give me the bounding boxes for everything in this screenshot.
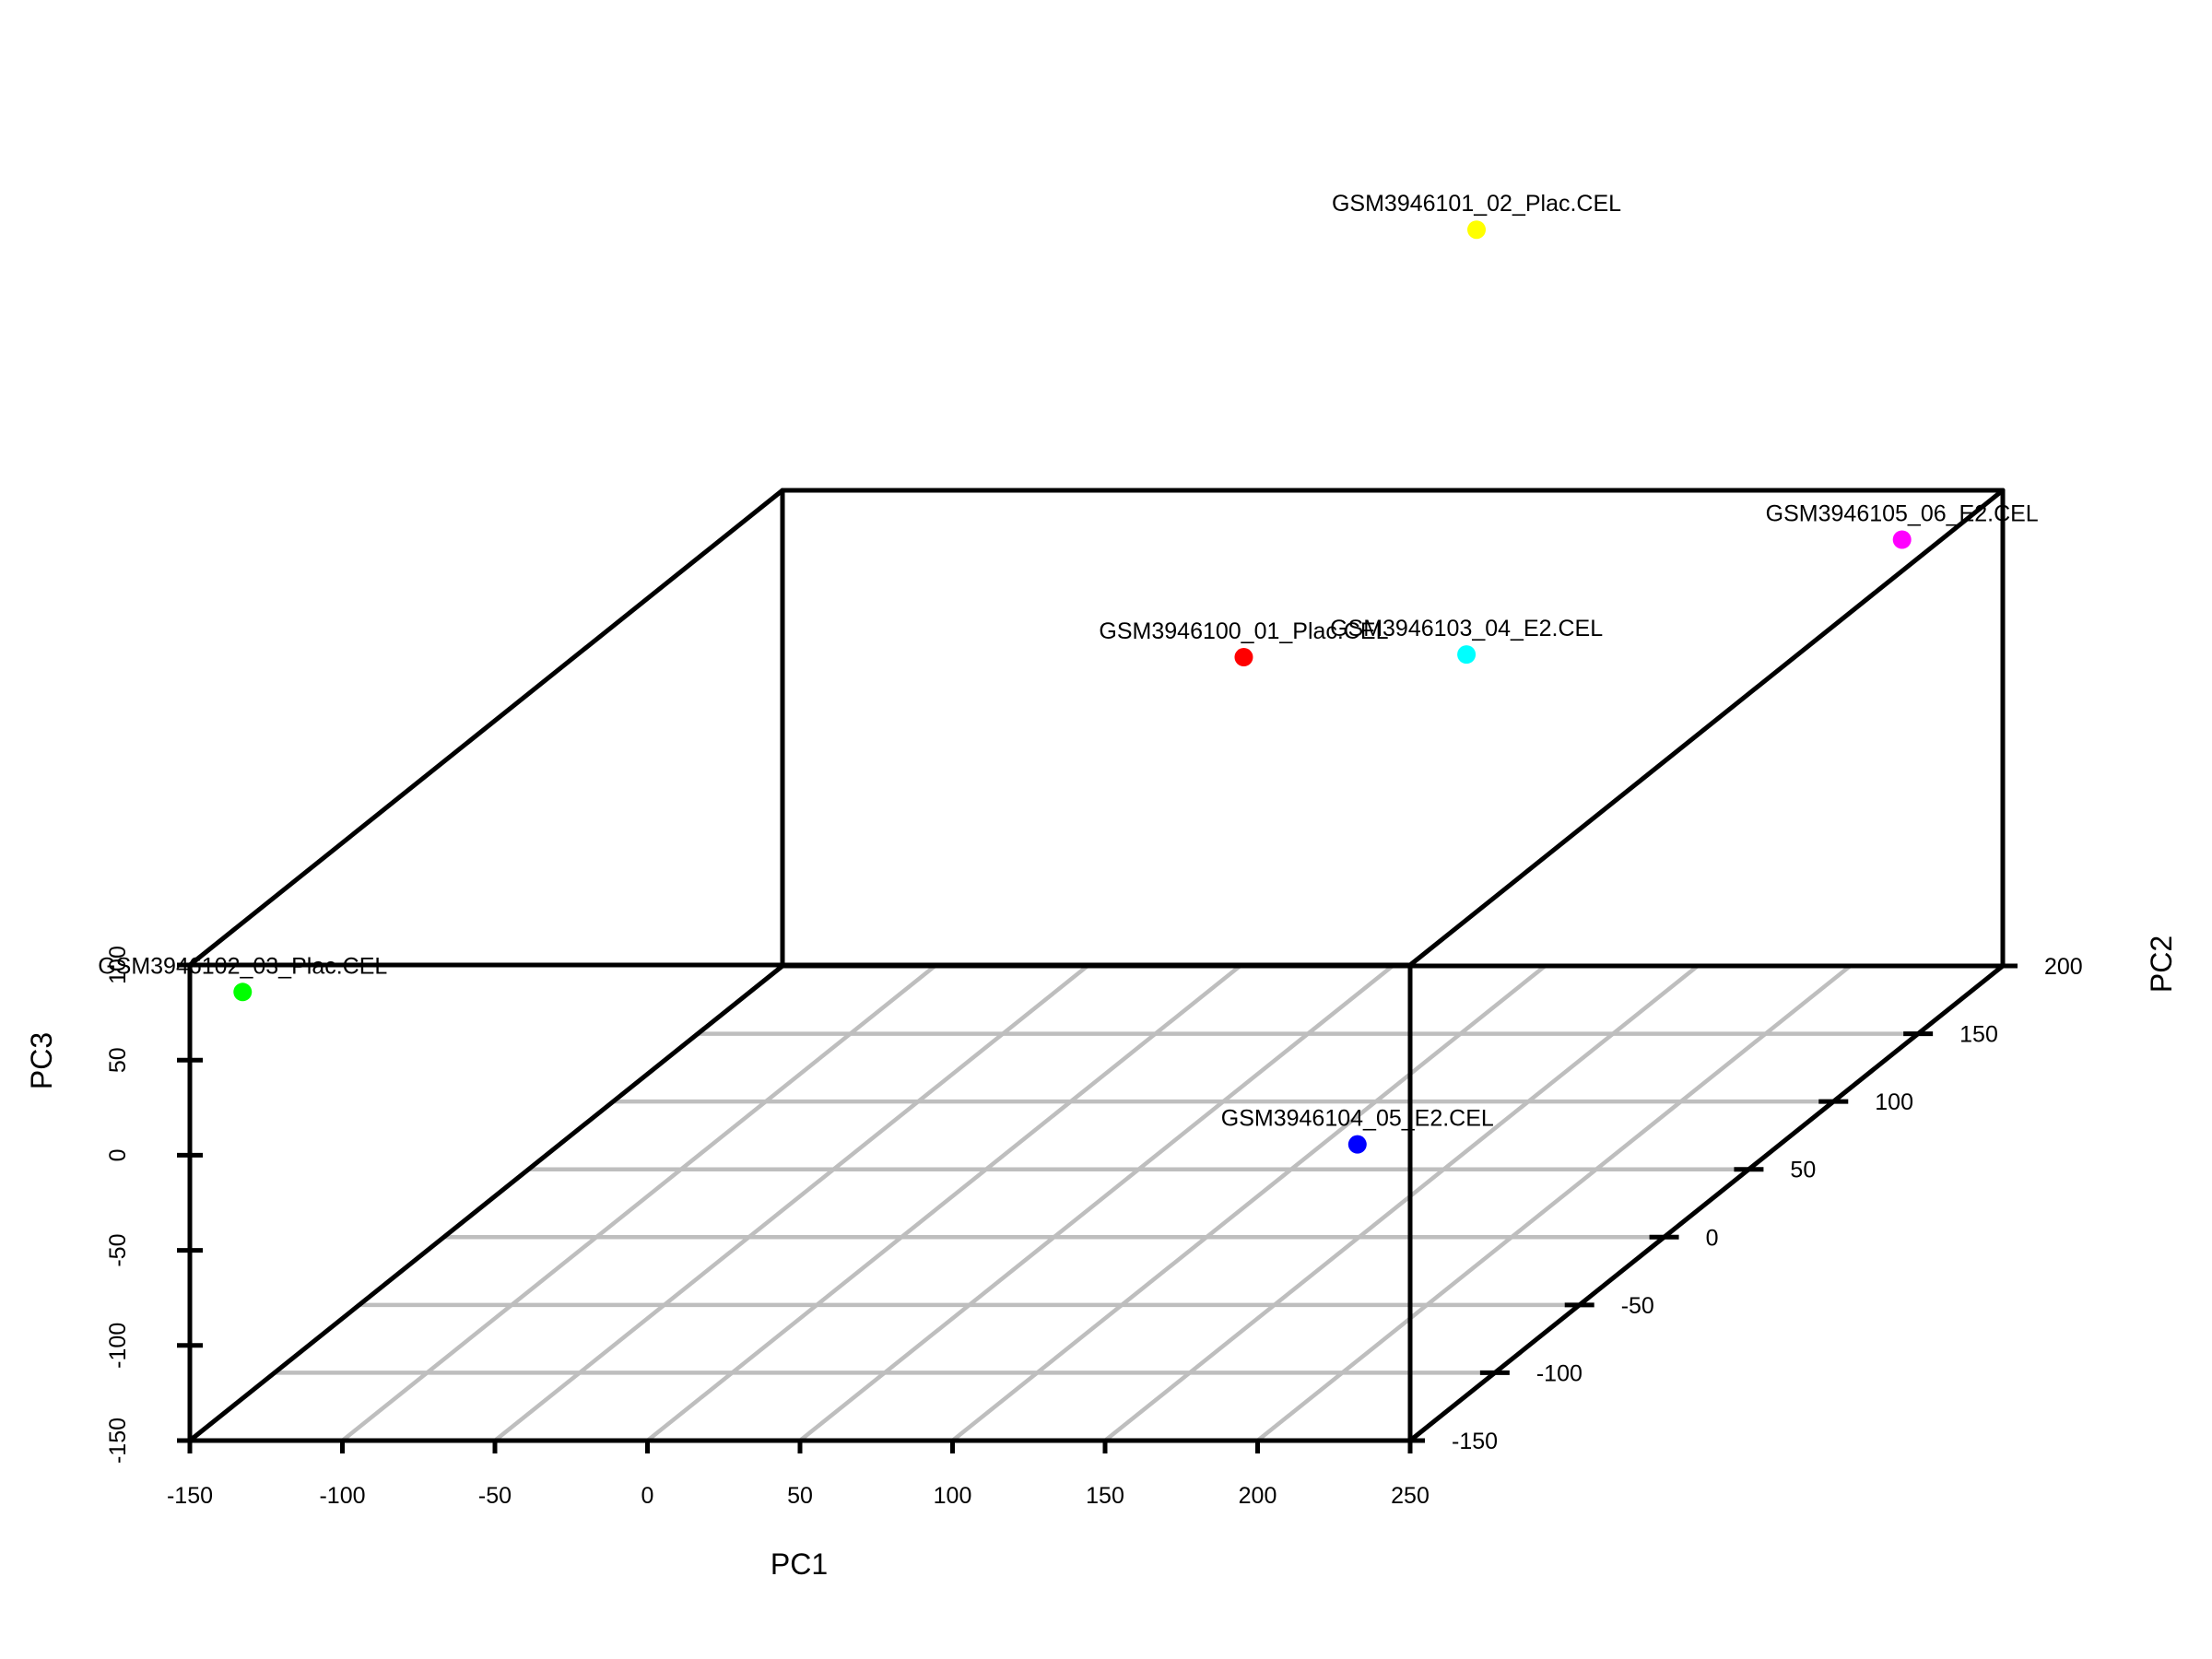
data-point	[1347, 1135, 1367, 1154]
pc3-axis: -150 -100 -50 0 50 100	[105, 946, 203, 1464]
box-edge	[187, 963, 785, 1443]
z-tick-label: -150	[105, 1418, 131, 1464]
x-tick-label: 150	[1086, 1483, 1124, 1509]
point-label: GSM3946102_03_Plac.CEL	[98, 953, 387, 979]
y-tick-label: 50	[1790, 1158, 1816, 1183]
x-tick-label: 100	[934, 1483, 972, 1509]
point-label: GSM3946105_06_E2.CEL	[1766, 500, 2039, 526]
data-points	[233, 220, 1912, 1154]
y-tick-label: 150	[1959, 1022, 1998, 1048]
point-label: GSM3946104_05_E2.CEL	[1221, 1106, 1494, 1132]
y-tick-label: 100	[1875, 1089, 1913, 1115]
pc1-axis: -150 -100 -50 0 50 100 150 200 250	[167, 1441, 1430, 1509]
point-label: GSM3946103_04_E2.CEL	[1330, 616, 1603, 641]
grid-line-pc1	[646, 964, 1241, 1442]
z-tick-label: -100	[105, 1323, 131, 1369]
z-tick-label: 0	[105, 1148, 131, 1161]
x-tick-label: 0	[641, 1483, 654, 1509]
bounding-box	[187, 488, 2006, 1443]
x-tick-label: 50	[787, 1483, 813, 1509]
z-tick-label: -50	[105, 1234, 131, 1267]
y-tick-label: -100	[1536, 1360, 1583, 1386]
y-tick-label: -50	[1621, 1293, 1654, 1319]
pc2-axis: -150 -100 -50 0 50 100 150 200	[1395, 954, 2083, 1454]
data-point	[1892, 530, 1912, 549]
floor-grid	[274, 963, 2003, 1442]
x-tick-label: -50	[478, 1483, 512, 1509]
point-label: GSM3946100_01_Plac.CEL	[1099, 618, 1388, 644]
y-axis-title: PC2	[2145, 935, 2178, 993]
z-tick-label: 100	[105, 946, 131, 984]
box-edge	[1407, 963, 2006, 1443]
z-tick-label: 50	[105, 1047, 131, 1073]
grid-line-pc1	[493, 964, 1089, 1442]
y-tick-label: 0	[1706, 1225, 1719, 1251]
x-tick-label: 200	[1239, 1483, 1277, 1509]
grid-line-pc1	[1256, 964, 1852, 1442]
grid-line-pc1	[951, 964, 1547, 1442]
y-tick-label: -150	[1452, 1429, 1498, 1454]
data-point	[1457, 645, 1477, 665]
data-point	[1234, 648, 1253, 667]
z-axis-title: PC3	[25, 1032, 58, 1089]
point-label: GSM3946101_02_Plac.CEL	[1332, 191, 1621, 217]
x-tick-label: 250	[1391, 1483, 1430, 1509]
data-point	[233, 982, 253, 1002]
box-edge	[1407, 488, 2006, 968]
x-tick-label: -150	[167, 1483, 213, 1509]
grid-line-pc1	[798, 964, 1394, 1442]
point-labels: GSM3946100_01_Plac.CEL GSM3946101_02_Plac…	[98, 191, 2039, 1131]
box-edge	[187, 488, 785, 968]
y-tick-label: 200	[2044, 954, 2083, 980]
x-axis-title: PC1	[771, 1547, 828, 1581]
data-point	[1467, 220, 1487, 240]
grid-line-pc1	[1103, 964, 1700, 1442]
grid-line-pc1	[341, 964, 936, 1442]
x-tick-label: -100	[319, 1483, 365, 1509]
